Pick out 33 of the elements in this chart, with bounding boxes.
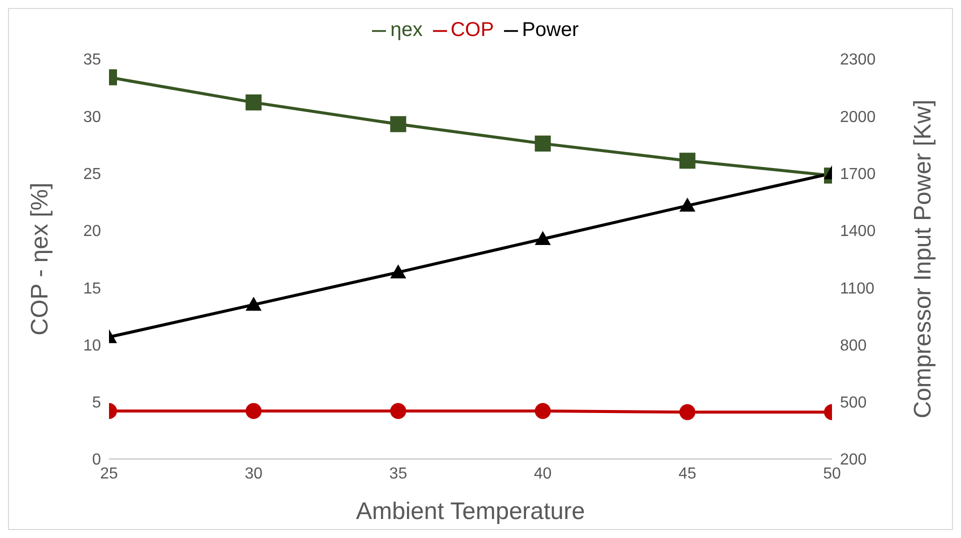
x-tick-label: 50 [823,465,841,482]
point [390,403,406,419]
y-tick-label: 25 [83,166,102,183]
point [390,116,406,132]
legend-label: Power [522,19,579,41]
point [534,231,551,245]
x-tick-label: 40 [534,465,552,482]
y2-tick-label: 2300 [840,52,876,69]
y-axis-title: COP - ηex [%] [26,182,54,336]
y-tick-label: 20 [83,223,102,240]
y-tick-label: 30 [83,108,102,126]
legend-label: ηex [390,19,423,41]
y2-axis-title: Compressor Input Power [Kw] [910,100,937,418]
y2-tick-label: 1700 [840,166,876,183]
point [534,403,551,419]
point [534,136,551,152]
y-tick-label: 35 [83,52,102,69]
y-tick-label: 15 [83,280,102,298]
y2-tick-label: 1400 [840,223,876,240]
x-axis-title: Ambient Temperature [356,498,586,525]
y2-tick-label: 800 [840,337,867,354]
legend-label: COP [450,19,494,41]
y2-tick-label: 200 [840,452,867,469]
y-tick-label: 5 [92,394,102,412]
x-tick-label: 45 [678,465,696,482]
y2-tick-label: 1100 [840,280,875,298]
point [390,264,406,278]
y2-tick-label: 500 [840,394,867,412]
y-tick-label: 0 [92,452,102,469]
x-tick-label: 30 [244,465,263,482]
y2-tick-label: 2000 [840,108,876,126]
x-tick-label: 35 [389,465,408,482]
y-tick-label: 10 [83,337,102,354]
